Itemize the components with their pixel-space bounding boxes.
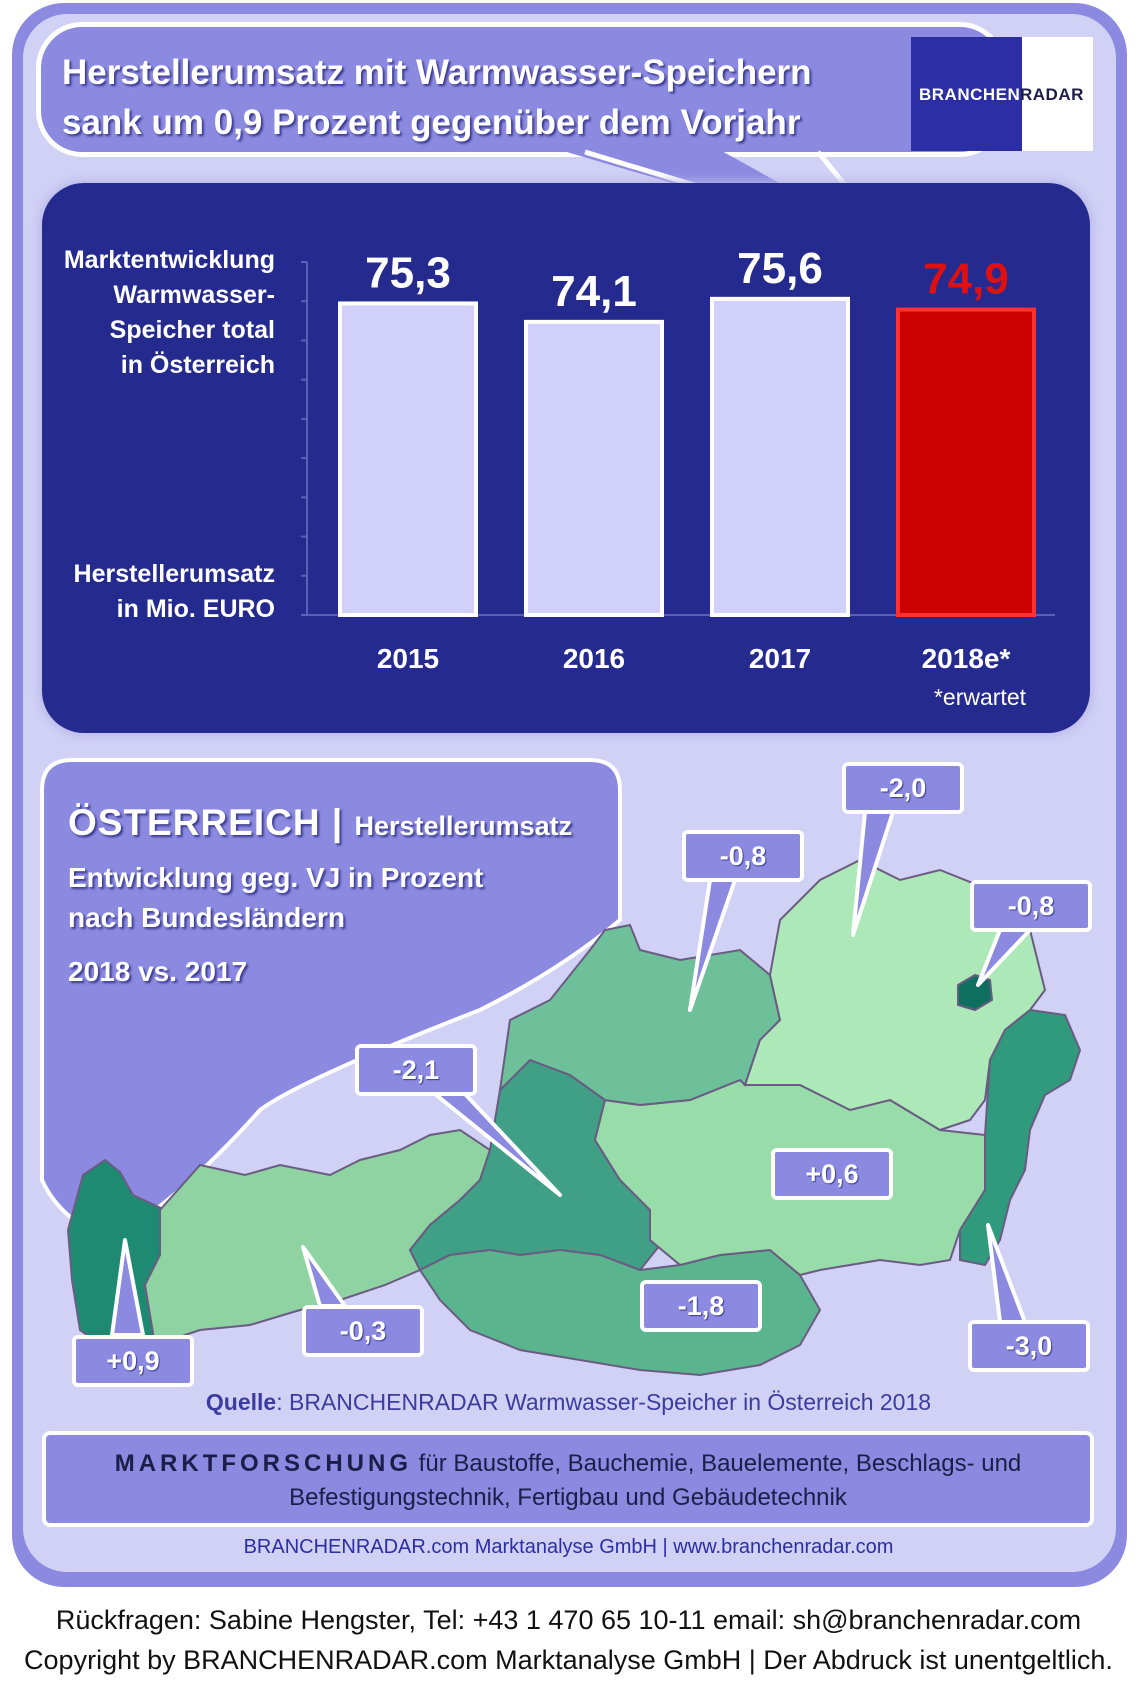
bar-2018e <box>896 307 1036 617</box>
headline-line-2: sank um 0,9 Prozent gegenüber dem Vorjah… <box>62 103 801 142</box>
chart-y-title: Marktentwicklung Warmwasser- Speicher to… <box>64 243 275 383</box>
bar-2017 <box>710 296 850 617</box>
map-title-country: ÖSTERREICH <box>68 802 321 843</box>
chart-footnote: *erwartet <box>933 684 1027 710</box>
x-tick-label: 2017 <box>749 643 811 674</box>
logo-text-branchen: BRANCHEN <box>919 85 1021 104</box>
y-title-line-3: Speicher total <box>109 316 275 344</box>
callout-wien: -0,8 <box>970 880 1092 932</box>
map-title-subtitle: Herstellerumsatz <box>354 811 573 841</box>
state-wien <box>957 973 994 1012</box>
logo-text-radar: RADAR <box>1020 85 1084 104</box>
x-tick-label: 2015 <box>377 643 439 674</box>
callout-niederoesterreich: -2,0 <box>842 762 964 814</box>
source-line: Quelle: BRANCHENRADAR Warmwasser-Speiche… <box>0 1389 1137 1416</box>
company-line: BRANCHENRADAR.com Marktanalyse GmbH | ww… <box>243 1536 894 1558</box>
marktforschung-box: MARKTFORSCHUNG für Baustoffe, Bauchemie,… <box>42 1431 1094 1527</box>
bar-value-label: 74,9 <box>923 255 1009 304</box>
austria-map-section <box>40 758 1082 1377</box>
headline-bubble <box>36 22 1006 157</box>
map-title-separator: | <box>331 802 344 843</box>
map-description-line-2: nach Bundesländern <box>68 902 345 933</box>
bar-chart: 75,3 2015 74,1 2016 75,6 2017 74,9 2018e* <box>301 244 1055 674</box>
callout-salzburg: -2,1 <box>355 1044 477 1096</box>
callout-burgenland: -3,0 <box>968 1320 1090 1372</box>
y-title-line-4: in Österreich <box>120 351 275 379</box>
logo-blue-block <box>911 37 1022 151</box>
pointer-burgenland <box>986 1223 1027 1324</box>
marktforschung-text-1: für Baustoffe, Bauchemie, Bauelemente, B… <box>412 1450 1022 1477</box>
y-title-line-2: Warmwasser- <box>113 281 275 309</box>
x-tick-label: 2018e* <box>922 643 1011 674</box>
source-label: Quelle <box>205 1389 277 1415</box>
y-unit-line-1: Herstellerumsatz <box>73 560 275 588</box>
state-burgenland <box>959 1008 1082 1267</box>
headline-line-1: Herstellerumsatz mit Warmwasser-Speicher… <box>62 53 812 92</box>
copyright-line: Copyright by BRANCHENRADAR.com Marktanal… <box>24 1645 1113 1675</box>
bar-2016 <box>524 319 664 617</box>
callout-kaernten: -1,8 <box>640 1280 762 1332</box>
chart-y-unit: Herstellerumsatz in Mio. EURO <box>74 557 275 627</box>
source-text: : BRANCHENRADAR Warmwasser-Speicher in Ö… <box>276 1389 932 1415</box>
y-unit-line-2: in Mio. EURO <box>116 595 275 623</box>
y-title-line-1: Marktentwicklung <box>63 246 275 274</box>
map-description-line-3: 2018 vs. 2017 <box>68 956 248 987</box>
branchenradar-logo: BRANCHEN RADAR <box>911 37 1093 151</box>
callout-tirol: -0,3 <box>302 1305 424 1357</box>
callout-oberoesterreich: -0,8 <box>682 830 804 882</box>
marktforschung-text-2: Befestigungstechnik, Fertigbau und Gebäu… <box>289 1484 847 1511</box>
bar-value-label: 75,3 <box>365 248 451 297</box>
callout-vorarlberg: +0,9 <box>72 1335 194 1387</box>
bar-2015 <box>338 301 478 617</box>
map-title: ÖSTERREICH | Herstellerumsatz <box>68 802 572 844</box>
headline: Herstellerumsatz mit Warmwasser-Speicher… <box>62 48 822 148</box>
callout-steiermark: +0,6 <box>771 1148 893 1200</box>
bar-value-label: 75,6 <box>737 244 823 293</box>
bar-value-label: 74,1 <box>551 267 637 316</box>
map-description-line-1: Entwicklung geg. VJ in Prozent <box>68 862 484 893</box>
x-tick-label: 2016 <box>563 643 625 674</box>
contact-line: Rückfragen: Sabine Hengster, Tel: +43 1 … <box>55 1605 1082 1635</box>
marktforschung-heading: MARKTFORSCHUNG <box>114 1450 413 1477</box>
